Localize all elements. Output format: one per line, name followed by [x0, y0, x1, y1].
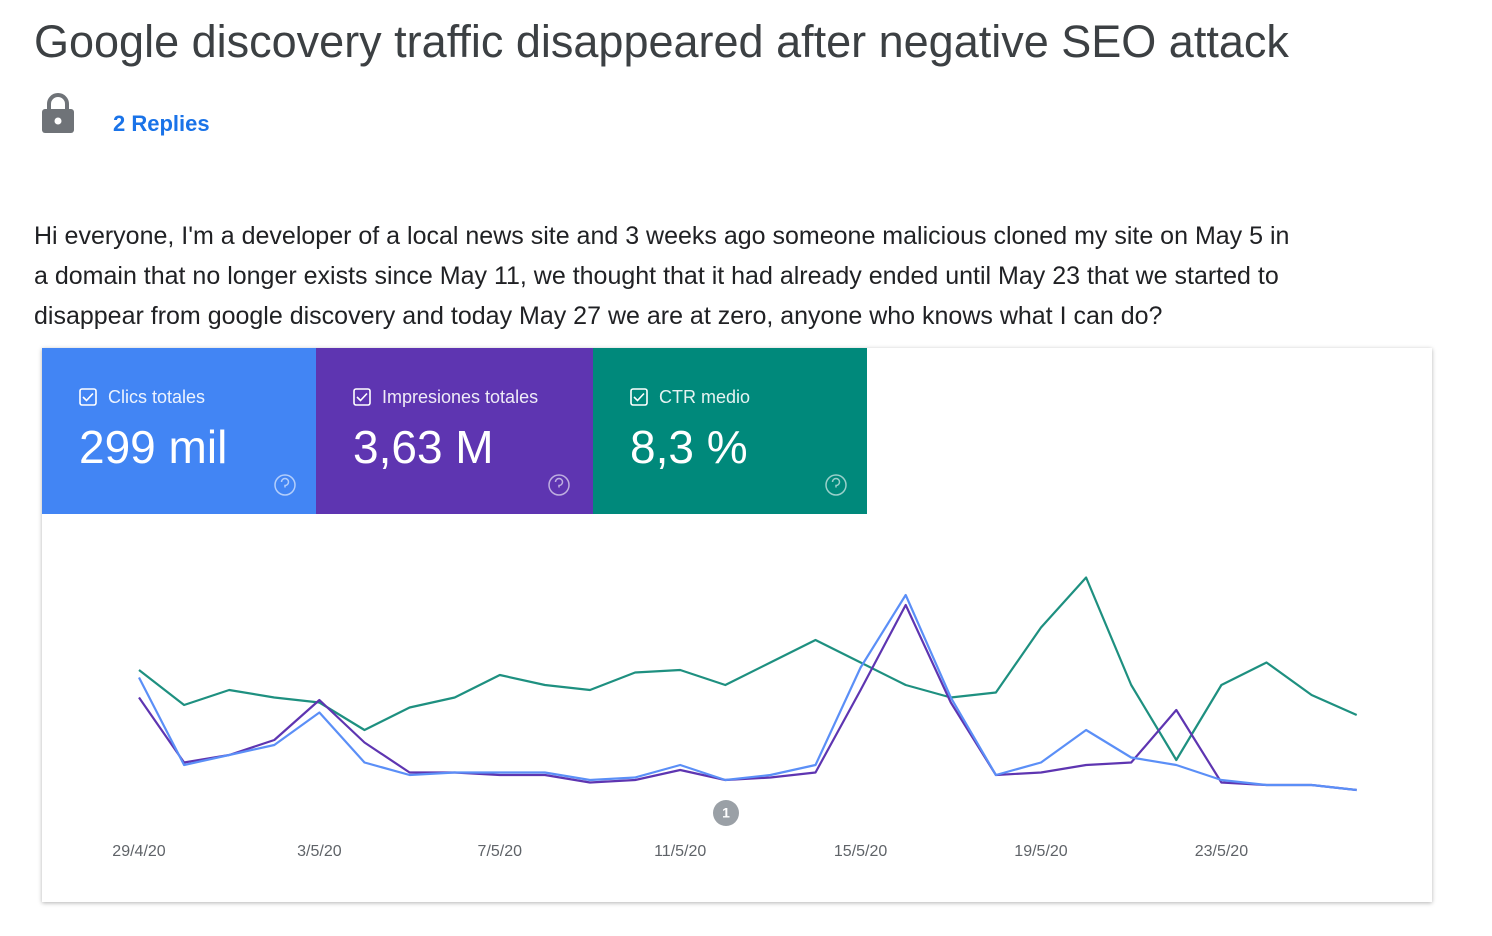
x-tick-label: 15/5/20: [834, 843, 887, 860]
help-icon: [548, 474, 570, 496]
checkbox: [353, 388, 371, 406]
metric-name: CTR medio: [659, 387, 750, 407]
metric-total: 299 mil: [79, 421, 227, 473]
x-tick-label: 29/4/20: [112, 843, 165, 860]
metric-total: 8,3 %: [630, 421, 748, 473]
x-tick-label: 23/5/20: [1195, 843, 1248, 860]
x-tick-label: 7/5/20: [478, 843, 523, 860]
checkbox: [79, 388, 97, 406]
series-line: [138, 576, 1358, 762]
body-text: disappear from google discovery and toda…: [34, 302, 1163, 330]
metric-tile[interactable]: [42, 348, 316, 514]
metric-name: Clics totales: [108, 387, 205, 407]
body-text: a domain that no longer exists since May…: [34, 262, 1279, 290]
post-title: Google discovery traffic disappeared aft…: [34, 16, 1289, 67]
x-tick-label: 19/5/20: [1014, 843, 1067, 860]
x-tick-label: 3/5/20: [297, 843, 342, 860]
x-tick-label: 11/5/20: [654, 843, 706, 860]
checkmark: [82, 392, 94, 402]
annotation-label: 1: [722, 805, 730, 821]
replies-link[interactable]: 2 Replies: [113, 111, 210, 136]
series-line: [138, 603, 1357, 792]
metric-tile[interactable]: [593, 348, 867, 514]
checkmark: [633, 392, 645, 402]
metric-name: Impresiones totales: [382, 387, 538, 407]
lock-icon: [42, 93, 74, 133]
help-icon: [554, 477, 564, 488]
help-icon: [274, 474, 296, 496]
help-icon: [831, 477, 841, 488]
body-text: Hi everyone, I'm a developer of a local …: [34, 222, 1290, 250]
metric-total: 3,63 M: [353, 421, 494, 473]
annotation-marker[interactable]: [713, 800, 739, 826]
metric-tile[interactable]: [316, 348, 593, 514]
series-line: [138, 593, 1357, 792]
checkbox: [630, 388, 648, 406]
checkmark: [356, 392, 368, 402]
help-icon: [280, 477, 290, 488]
help-icon: [825, 474, 847, 496]
